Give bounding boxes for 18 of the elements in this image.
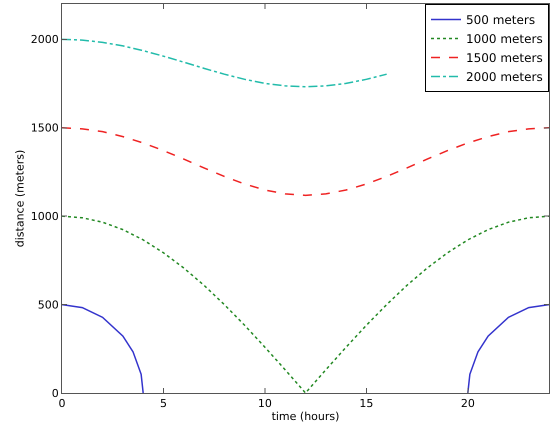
- x-tick-label: 5: [160, 397, 167, 410]
- line-series: [62, 38, 388, 88]
- y-tick-label: 0: [52, 386, 59, 400]
- y-tick-label: 1000: [30, 210, 59, 224]
- x-tick-label: 15: [359, 397, 374, 410]
- line-series: [62, 215, 549, 393]
- legend-label: 500 meters: [466, 13, 536, 28]
- x-axis-title: time (hours): [272, 410, 340, 424]
- x-tick-label: 20: [460, 397, 475, 410]
- y-tick-label: 500: [38, 298, 59, 312]
- y-tick-label: 2000: [30, 33, 59, 46]
- y-axis-title: distance (meters): [13, 150, 26, 248]
- x-tick-label: 10: [258, 397, 272, 410]
- line-series: [62, 127, 549, 196]
- legend-label: 1000 meters: [466, 32, 543, 46]
- legend-label: 2000 meters: [466, 70, 543, 84]
- y-tick-label: 1500: [30, 122, 59, 135]
- legend-label: 1500 meters: [466, 51, 543, 66]
